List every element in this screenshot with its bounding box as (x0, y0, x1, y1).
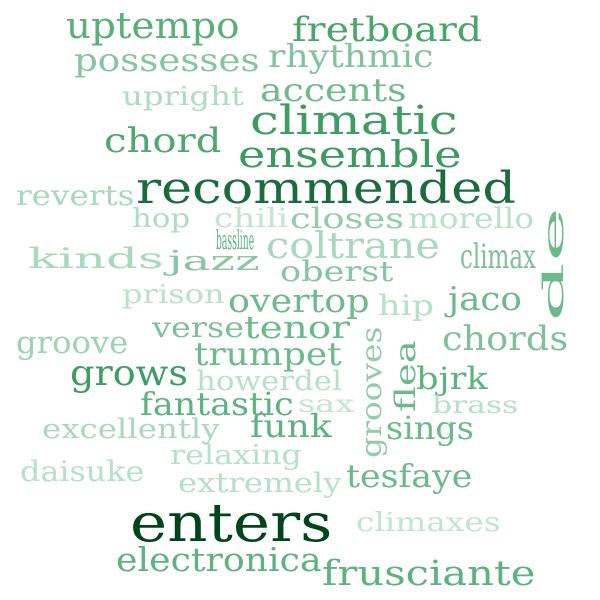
word-possesses: possesses (74, 42, 260, 80)
word-climaxes: climaxes (356, 506, 501, 539)
word-oberst: oberst (280, 255, 394, 289)
word-tesfaye: tesfaye (346, 458, 473, 496)
word-hip: hip (378, 289, 435, 323)
word-verse: verse (152, 311, 245, 345)
word-recommended: recommended (136, 162, 516, 215)
word-grows: grows (70, 352, 188, 395)
word-jazz: jazz (168, 244, 260, 278)
word-fretboard: fretboard (292, 9, 483, 50)
word-upright: upright (122, 80, 244, 113)
word-ensemble: ensemble (238, 133, 462, 177)
word-brass: brass (432, 390, 519, 419)
word-daisuke: daisuke (20, 455, 145, 489)
word-electronica: electronica (116, 541, 322, 580)
word-de: de (537, 206, 571, 322)
word-morello: morello (408, 202, 534, 236)
word-rhythmic: rhythmic (268, 38, 434, 76)
word-funk: funk (250, 408, 332, 446)
word-bjrk: bjrk (416, 360, 488, 397)
word-excellently: excellently (42, 412, 220, 446)
word-relaxing: relaxing (170, 438, 302, 472)
word-hop: hop (132, 202, 191, 235)
word-climatic: climatic (250, 97, 458, 145)
word-reverts: reverts (16, 179, 135, 213)
word-sax: sax (298, 389, 354, 418)
word-prison: prison (122, 278, 225, 311)
word-howerdel: howerdel (196, 364, 342, 398)
word-chili: chili (214, 202, 289, 235)
word-grooves: grooves (355, 326, 389, 458)
word-kinds: kinds (28, 242, 164, 276)
word-accents: accents (260, 72, 407, 110)
word-enters: enters (130, 492, 333, 555)
word-uptempo: uptempo (66, 4, 240, 48)
word-jaco: jaco (448, 280, 522, 319)
word-sings: sings (386, 410, 474, 448)
word-chords: chords (442, 318, 569, 359)
word-tenor: tenor (244, 309, 350, 346)
word-climax: climax (460, 236, 536, 277)
word-fantastic: fantastic (140, 386, 294, 424)
word-closes: closes (290, 202, 405, 236)
word-overtop: overtop (228, 282, 370, 321)
word-groove: groove (16, 324, 129, 361)
word-bassline: bassline (216, 224, 255, 257)
word-frusciante: frusciante (322, 552, 536, 594)
word-extremely: extremely (178, 466, 342, 500)
word-coltrane: coltrane (266, 224, 440, 268)
word-chord: chord (104, 120, 222, 161)
word-trumpet: trumpet (194, 336, 342, 374)
